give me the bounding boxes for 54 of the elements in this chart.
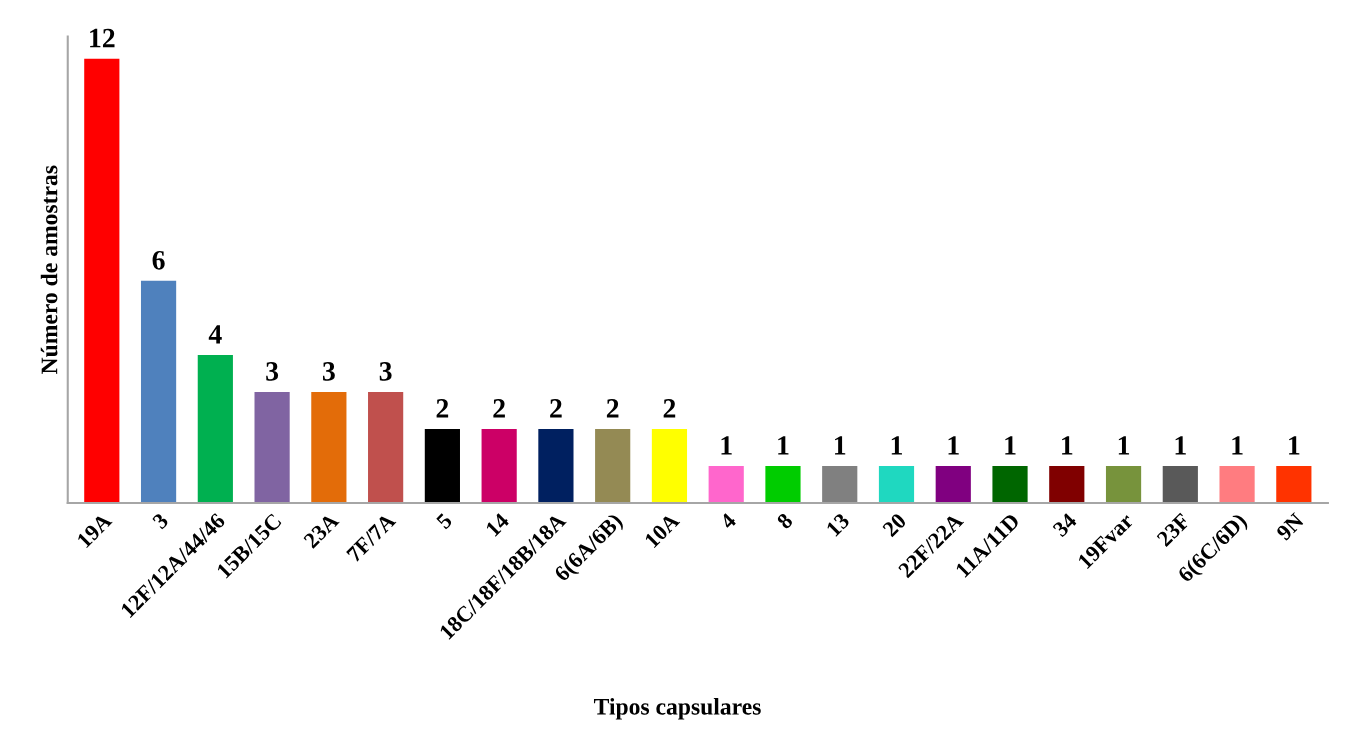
- x-tick-label: 4: [719, 512, 737, 530]
- x-axis-title: Tipos capsulares: [593, 698, 761, 720]
- bar: [197, 354, 233, 504]
- data-label: 3: [266, 362, 279, 381]
- bar: [1162, 465, 1198, 504]
- x-tick-label: 23A: [302, 511, 340, 549]
- x-tick-label: 10A: [644, 511, 681, 549]
- data-label: 1: [1289, 436, 1300, 455]
- bar: [1049, 465, 1085, 504]
- bar: [708, 465, 744, 504]
- bar: [84, 58, 120, 504]
- bar: [538, 428, 574, 504]
- x-tick-label: 13: [825, 512, 851, 537]
- data-label: 1: [721, 436, 732, 455]
- data-label: 4: [208, 325, 222, 344]
- data-label: 1: [1118, 436, 1130, 455]
- data-label: 3: [322, 362, 335, 381]
- x-tick-label: 9N: [1275, 512, 1305, 542]
- data-label: 3: [379, 362, 392, 381]
- x-tick-label: 8: [776, 512, 794, 530]
- bar: [878, 465, 915, 504]
- bar: [1105, 465, 1142, 504]
- bar: [595, 428, 631, 504]
- data-label: 12: [90, 28, 115, 48]
- data-label: 1: [948, 436, 959, 455]
- bar: [424, 428, 460, 504]
- data-label: 2: [663, 399, 676, 418]
- bar: [651, 428, 688, 504]
- data-label: 2: [606, 399, 619, 418]
- x-tick-label: 34: [1052, 512, 1078, 538]
- bar: [368, 391, 404, 504]
- bar: [992, 465, 1028, 504]
- x-tick-label: 19A: [76, 511, 113, 549]
- data-label: 2: [493, 399, 505, 418]
- data-label: 1: [1232, 436, 1243, 455]
- data-label: 1: [1005, 436, 1016, 455]
- bar: [935, 465, 971, 504]
- bar: [311, 391, 347, 504]
- data-label: 1: [1062, 436, 1073, 455]
- bar: [822, 465, 858, 504]
- data-label: 6: [152, 250, 165, 270]
- bar: [765, 465, 801, 504]
- bar: [254, 391, 290, 504]
- data-label: 1: [778, 436, 789, 455]
- bar: [140, 280, 177, 504]
- data-label: 1: [835, 436, 846, 455]
- data-label: 2: [436, 399, 449, 418]
- data-label: 1: [891, 436, 903, 455]
- y-axis-title: Número de amostras: [40, 165, 58, 374]
- data-label: 1: [1175, 436, 1186, 455]
- data-label: 2: [550, 399, 562, 418]
- bar: [1276, 465, 1312, 504]
- bar: [1219, 465, 1255, 504]
- bar: [481, 428, 517, 504]
